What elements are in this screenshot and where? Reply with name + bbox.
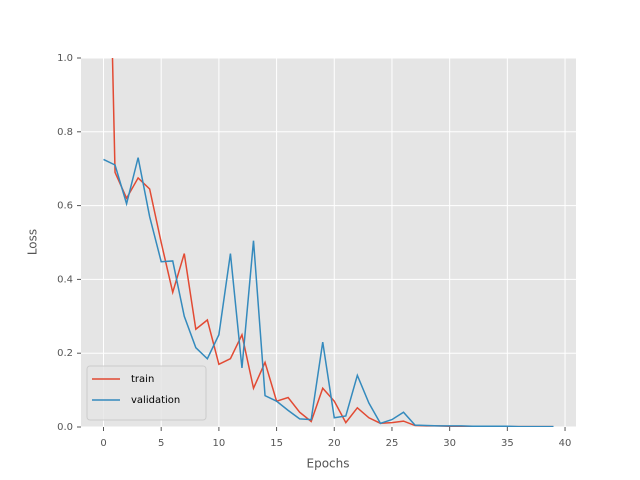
y-tick-label: 1.0 [57, 53, 73, 64]
x-tick-label: 20 [328, 438, 341, 449]
x-tick-label: 35 [501, 438, 514, 449]
x-tick-label: 25 [386, 438, 399, 449]
legend-label: validation [131, 395, 180, 406]
y-tick-label: 0.2 [57, 348, 73, 359]
x-tick-label: 0 [100, 438, 106, 449]
x-axis-label: Epochs [307, 457, 350, 471]
x-tick-label: 40 [559, 438, 572, 449]
y-tick-label: 0.0 [57, 422, 73, 433]
x-tick-label: 15 [270, 438, 283, 449]
y-tick-label: 0.6 [57, 201, 73, 212]
y-axis-label: Loss [26, 229, 40, 255]
line-series [103, 157, 554, 427]
x-tick-label: 5 [158, 438, 164, 449]
legend: train validation [86, 365, 207, 421]
y-tick-label: 0.8 [57, 127, 73, 138]
legend-label: train [131, 374, 154, 385]
x-tick-label: 10 [213, 438, 226, 449]
x-tick-label: 30 [443, 438, 456, 449]
y-tick-label: 0.4 [57, 274, 73, 285]
